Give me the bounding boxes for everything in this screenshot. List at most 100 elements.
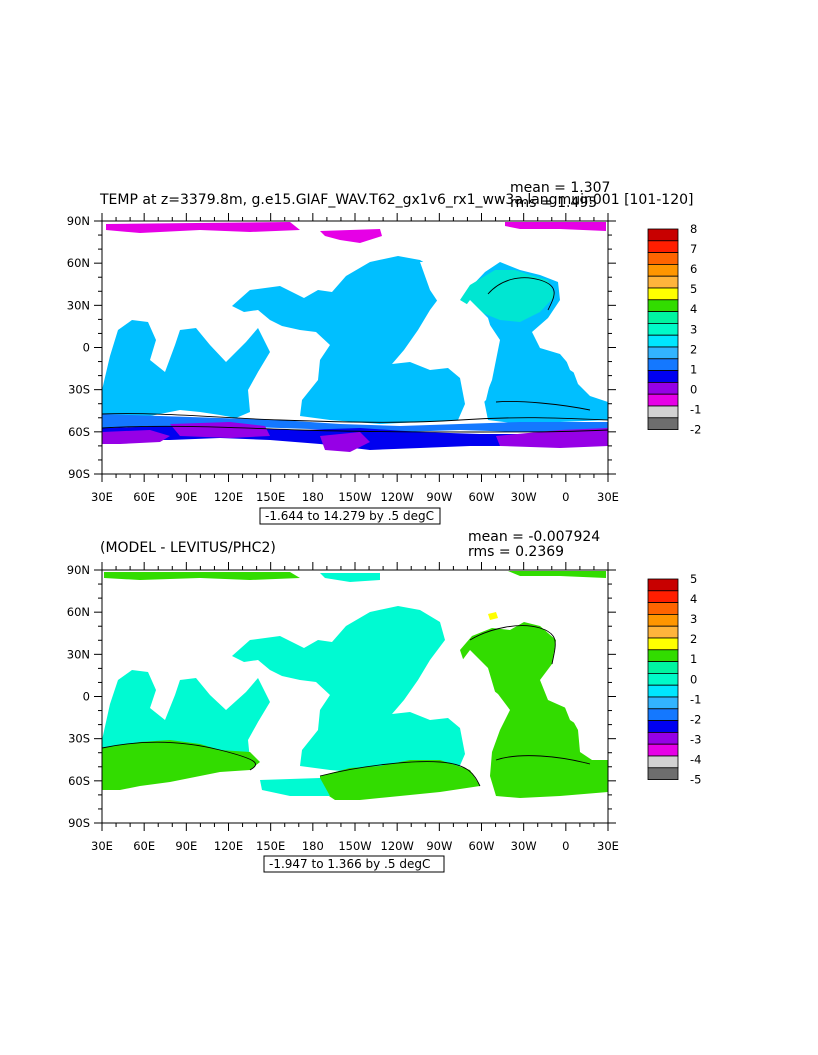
panel-2-lat-labels: 90N 60N 30N 0 30S 60S 90S (67, 563, 90, 830)
contour-line (101, 425, 609, 433)
colorbar-swatch (647, 602, 679, 615)
colorbar-swatch (647, 732, 679, 745)
lon-label: 60W (468, 490, 494, 504)
colorbar-swatch (647, 346, 679, 360)
colorbar-swatch (647, 767, 679, 780)
contour-line (495, 401, 591, 411)
colorbar-swatch (647, 684, 679, 698)
contour-line (495, 755, 591, 765)
colorbar-swatch (647, 381, 679, 395)
colorbar-swatch (647, 743, 679, 757)
panel-2-lon-labels: 30E 60E 90E 120E 150E 180 150W 120W 90W 60W 30W 0 30… (91, 839, 619, 853)
colorbar-swatch (647, 649, 679, 662)
lon-label: 90E (175, 839, 197, 853)
panel-1-lat-labels: 90N 60N 30N 0 30S 60S 90S (67, 214, 90, 481)
colorbar-label: -2 (690, 712, 701, 726)
colorbar-label: 2 (690, 342, 697, 356)
lat-label: 30S (68, 732, 90, 746)
colorbar-label: 5 (690, 282, 697, 296)
lon-label: 150E (256, 490, 285, 504)
land-south-america (455, 300, 496, 408)
lon-label: 90W (426, 490, 452, 504)
lon-label: 180 (302, 839, 324, 853)
colorbar-swatch (647, 252, 679, 265)
colorbar-label: -2 (690, 423, 701, 437)
contour-line (469, 625, 556, 665)
colorbar-label: 3 (690, 612, 697, 626)
lat-label: 60S (68, 425, 90, 439)
lon-label: 30E (597, 839, 619, 853)
panel-2-mean: mean = -0.007924 (468, 529, 600, 545)
lon-label: 30W (511, 839, 537, 853)
lon-label: 60E (133, 490, 155, 504)
colorbar-swatch (647, 287, 679, 301)
contour-line (319, 761, 481, 787)
colorbar-swatch (647, 590, 679, 603)
colorbar-swatch (647, 358, 679, 371)
panel-2-range-box (263, 855, 445, 873)
lat-label: 90N (67, 563, 90, 577)
colorbar-label: 0 (690, 382, 697, 396)
atlantic-warm-water (460, 270, 555, 322)
lon-label: 60E (133, 839, 155, 853)
colorbar-label: 2 (690, 632, 697, 646)
panel-2-title: (MODEL - LEVITUS/PHC2) (100, 540, 276, 556)
colorbar-swatch (647, 334, 679, 348)
colorbar-swatch (647, 696, 679, 710)
lon-label: 30W (511, 490, 537, 504)
colorbar-swatch (647, 393, 679, 407)
colorbar-label: 4 (690, 592, 697, 606)
lon-label: 150E (256, 839, 285, 853)
southern-ocean-anomaly (320, 760, 480, 800)
arctic-anomaly (104, 572, 300, 580)
land-africa (560, 650, 608, 730)
lat-label: 90S (68, 467, 90, 481)
antarctic-bottom-water (170, 422, 270, 438)
colorbar-swatch (647, 405, 679, 419)
colorbar-label: 1 (690, 652, 697, 666)
colorbar-swatch (647, 240, 679, 254)
lat-label: 60N (67, 605, 90, 619)
land-north-america (420, 262, 470, 305)
colorbar-label: 5 (690, 572, 697, 586)
colorbar-label: -3 (690, 732, 701, 746)
lon-label: 90E (175, 490, 197, 504)
colorbar-label: -4 (690, 753, 701, 767)
panel-1-lon-labels: 30E 60E 90E 120E 150E 180 150W 120W 90W 60W 30W 0 30… (91, 490, 619, 504)
lat-label: 90N (67, 214, 90, 228)
lat-label: 60S (68, 774, 90, 788)
lon-label: 120E (214, 839, 243, 853)
panel-1: TEMP at z=3379.8m, g.e15.GIAF_WAV.T62_gx… (67, 180, 701, 525)
panel-1-field (101, 222, 609, 452)
colorbar-label: 1 (690, 362, 697, 376)
colorbar-swatch (647, 673, 679, 686)
pacific-ocean-anomaly (232, 606, 465, 774)
colorbar-label: 6 (690, 262, 697, 276)
contour-line (487, 277, 555, 311)
warm-anomaly (488, 612, 498, 620)
lat-label: 90S (68, 816, 90, 830)
lat-label: 60N (67, 256, 90, 270)
colorbar-swatch (647, 311, 679, 324)
pacific-ocean (232, 256, 465, 424)
antarctic-bottom-water (320, 432, 370, 452)
lat-label: 0 (83, 341, 90, 355)
lon-label: 60W (468, 839, 494, 853)
panel-2-colorbar: 5 4 3 2 1 0 -1 -2 -3 -4 -5 (647, 572, 701, 787)
panel-1-mean: mean = 1.307 (510, 180, 610, 196)
colorbar-swatch (647, 661, 679, 674)
lon-label: 30E (597, 490, 619, 504)
southern-ocean-anomaly (260, 778, 330, 796)
colorbar-swatch (647, 263, 679, 277)
colorbar-swatch (647, 275, 679, 289)
colorbar-label: 4 (690, 302, 697, 316)
colorbar-swatch (647, 614, 679, 627)
southern-ocean-anomaly (102, 740, 260, 790)
colorbar-swatch (647, 322, 679, 336)
panel-2-lat-ticks (94, 569, 616, 824)
contours (101, 625, 591, 787)
colorbar-label: 7 (690, 242, 697, 256)
lat-label: 30N (67, 647, 90, 661)
lon-label: 120E (214, 490, 243, 504)
colorbar-label: -5 (690, 773, 701, 787)
